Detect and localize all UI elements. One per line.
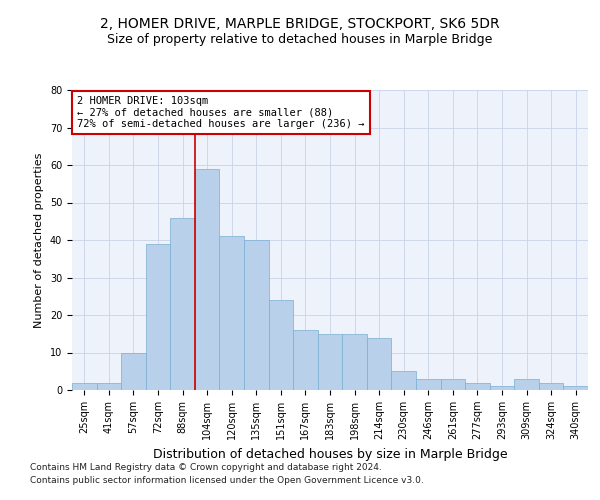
- Bar: [318, 334, 342, 390]
- Bar: [97, 382, 121, 390]
- Bar: [563, 386, 588, 390]
- X-axis label: Distribution of detached houses by size in Marple Bridge: Distribution of detached houses by size …: [152, 448, 508, 460]
- Bar: [72, 382, 97, 390]
- Bar: [514, 379, 539, 390]
- Bar: [490, 386, 514, 390]
- Bar: [146, 244, 170, 390]
- Bar: [121, 352, 146, 390]
- Text: Contains public sector information licensed under the Open Government Licence v3: Contains public sector information licen…: [30, 476, 424, 485]
- Bar: [170, 218, 195, 390]
- Bar: [539, 382, 563, 390]
- Bar: [465, 382, 490, 390]
- Text: Contains HM Land Registry data © Crown copyright and database right 2024.: Contains HM Land Registry data © Crown c…: [30, 464, 382, 472]
- Text: Size of property relative to detached houses in Marple Bridge: Size of property relative to detached ho…: [107, 32, 493, 46]
- Bar: [195, 169, 220, 390]
- Text: 2, HOMER DRIVE, MARPLE BRIDGE, STOCKPORT, SK6 5DR: 2, HOMER DRIVE, MARPLE BRIDGE, STOCKPORT…: [100, 18, 500, 32]
- Bar: [293, 330, 318, 390]
- Bar: [416, 379, 440, 390]
- Text: 2 HOMER DRIVE: 103sqm
← 27% of detached houses are smaller (88)
72% of semi-deta: 2 HOMER DRIVE: 103sqm ← 27% of detached …: [77, 96, 365, 129]
- Y-axis label: Number of detached properties: Number of detached properties: [34, 152, 44, 328]
- Bar: [220, 236, 244, 390]
- Bar: [269, 300, 293, 390]
- Bar: [440, 379, 465, 390]
- Bar: [391, 371, 416, 390]
- Bar: [367, 338, 391, 390]
- Bar: [244, 240, 269, 390]
- Bar: [342, 334, 367, 390]
